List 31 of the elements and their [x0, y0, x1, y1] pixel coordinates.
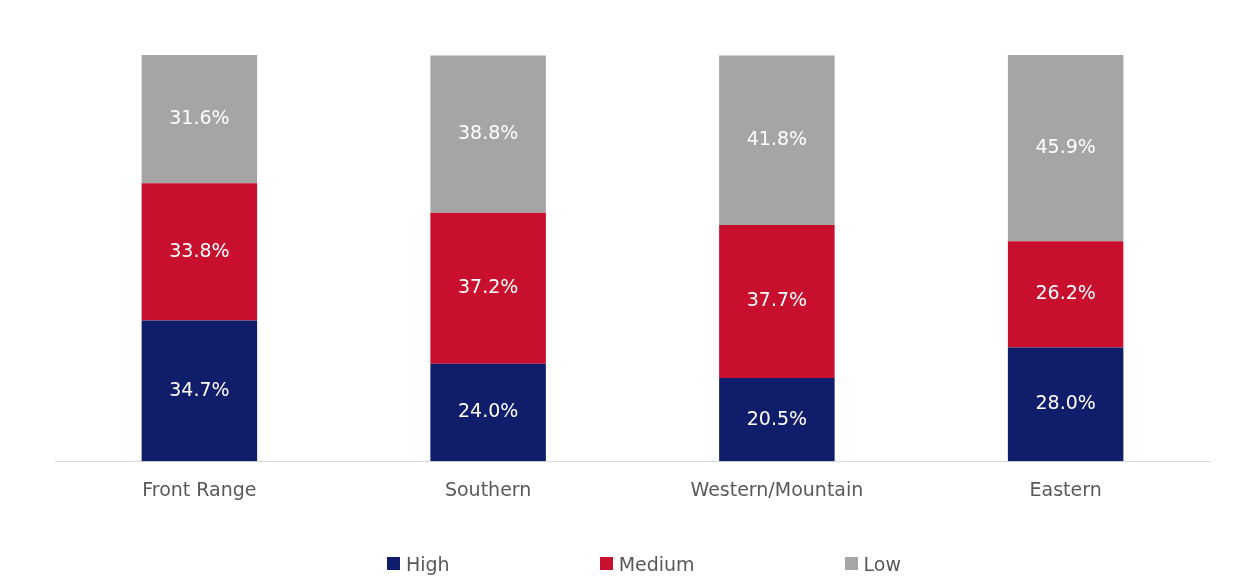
data-label: 28.0%	[1035, 391, 1096, 414]
bar	[1007, 241, 1124, 348]
bar	[141, 55, 258, 184]
bar	[719, 55, 835, 226]
data-label: 45.9%	[1035, 135, 1096, 158]
data-label: 41.8%	[746, 127, 808, 150]
data-label: 37.7%	[746, 288, 808, 311]
bar	[141, 320, 258, 462]
legend-label: Low	[863, 552, 902, 575]
x-tick-label: Eastern	[1029, 477, 1102, 500]
bar	[1007, 55, 1124, 242]
data-label: 38.8%	[457, 121, 519, 144]
data-label: 24.0%	[457, 399, 519, 422]
data-label: 20.5%	[746, 406, 808, 429]
bar	[430, 55, 546, 213]
bar	[430, 212, 546, 364]
bar	[141, 183, 258, 321]
data-label: 33.8%	[169, 238, 230, 261]
bar	[430, 363, 546, 462]
x-tick-label: Front Range	[142, 477, 257, 500]
data-label: 31.6%	[169, 106, 230, 129]
x-tick-label: Southern	[444, 477, 532, 500]
data-label: 37.2%	[457, 275, 519, 298]
bar	[1007, 347, 1124, 462]
legend-label: High	[405, 552, 450, 575]
legend-label: Medium	[618, 552, 695, 575]
bar	[719, 378, 835, 462]
data-label: 26.2%	[1035, 281, 1096, 304]
data-label: 34.7%	[169, 377, 230, 400]
bar	[719, 225, 835, 379]
x-tick-label: Western/Mountain	[690, 477, 864, 500]
